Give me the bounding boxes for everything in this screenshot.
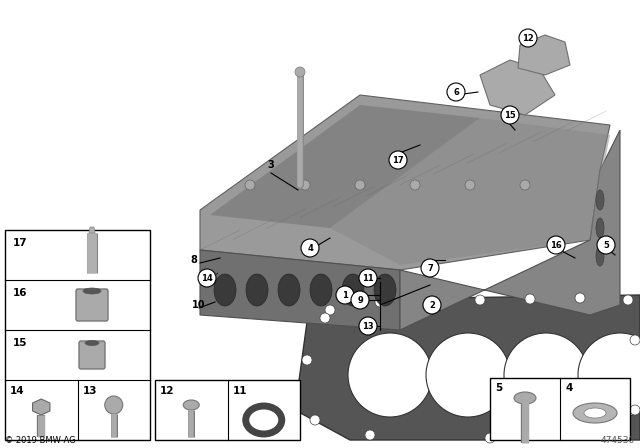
Circle shape	[475, 295, 485, 305]
Circle shape	[630, 405, 640, 415]
Circle shape	[425, 297, 435, 307]
Polygon shape	[295, 295, 640, 440]
Text: 12: 12	[160, 386, 175, 396]
Ellipse shape	[584, 408, 606, 418]
Circle shape	[300, 180, 310, 190]
Polygon shape	[89, 227, 95, 233]
Circle shape	[198, 269, 216, 287]
Ellipse shape	[596, 218, 604, 238]
Ellipse shape	[596, 190, 604, 210]
Circle shape	[351, 291, 369, 309]
Text: 4: 4	[307, 244, 313, 253]
Circle shape	[389, 151, 407, 169]
Polygon shape	[400, 130, 620, 330]
Circle shape	[295, 67, 305, 77]
Circle shape	[410, 180, 420, 190]
Circle shape	[336, 286, 354, 304]
Circle shape	[302, 355, 312, 365]
Ellipse shape	[246, 274, 268, 306]
Circle shape	[485, 433, 495, 443]
Circle shape	[320, 313, 330, 323]
Text: 2: 2	[429, 301, 435, 310]
Circle shape	[245, 180, 255, 190]
Circle shape	[520, 180, 530, 190]
Text: 3: 3	[268, 160, 275, 170]
Circle shape	[501, 106, 519, 124]
Circle shape	[423, 296, 441, 314]
Circle shape	[630, 335, 640, 345]
Text: 7: 7	[427, 263, 433, 272]
Ellipse shape	[342, 274, 364, 306]
Ellipse shape	[596, 246, 604, 266]
Polygon shape	[210, 105, 480, 228]
Circle shape	[597, 236, 615, 254]
Circle shape	[359, 317, 377, 335]
Text: 17: 17	[13, 238, 28, 248]
Circle shape	[359, 269, 377, 287]
Ellipse shape	[83, 288, 101, 294]
Text: 16: 16	[13, 288, 28, 298]
Text: 16: 16	[550, 241, 562, 250]
Ellipse shape	[278, 274, 300, 306]
Circle shape	[365, 430, 375, 440]
Polygon shape	[200, 250, 400, 330]
Text: 6: 6	[453, 87, 459, 96]
Polygon shape	[480, 60, 555, 115]
Circle shape	[426, 333, 510, 417]
Ellipse shape	[310, 274, 332, 306]
Text: 10: 10	[192, 300, 205, 310]
Ellipse shape	[183, 400, 199, 410]
Text: 14: 14	[10, 386, 24, 396]
Circle shape	[575, 293, 585, 303]
Circle shape	[623, 295, 633, 305]
Circle shape	[105, 396, 123, 414]
Text: 14: 14	[201, 273, 213, 283]
Bar	[5, 230, 150, 440]
Polygon shape	[33, 399, 50, 415]
Ellipse shape	[514, 392, 536, 404]
Text: 11: 11	[232, 386, 247, 396]
Polygon shape	[200, 95, 610, 270]
Text: 8: 8	[191, 255, 197, 265]
Text: 12: 12	[522, 34, 534, 43]
Circle shape	[421, 259, 439, 277]
Ellipse shape	[374, 274, 396, 306]
Circle shape	[355, 180, 365, 190]
Circle shape	[465, 180, 475, 190]
Text: 5: 5	[603, 241, 609, 250]
Ellipse shape	[214, 274, 236, 306]
Circle shape	[504, 333, 588, 417]
Polygon shape	[518, 35, 570, 75]
Text: © 2019 BMW AG: © 2019 BMW AG	[5, 436, 76, 445]
Text: 5: 5	[495, 383, 502, 393]
Ellipse shape	[85, 340, 99, 345]
Circle shape	[578, 333, 640, 417]
Circle shape	[301, 239, 319, 257]
Text: 4: 4	[565, 383, 572, 393]
FancyBboxPatch shape	[76, 289, 108, 321]
Circle shape	[348, 333, 432, 417]
Text: 17: 17	[392, 155, 404, 164]
Text: 9: 9	[357, 296, 363, 305]
Text: 15: 15	[13, 338, 28, 348]
Polygon shape	[330, 118, 610, 265]
Text: 13: 13	[83, 386, 97, 396]
Circle shape	[605, 430, 615, 440]
Text: 15: 15	[504, 111, 516, 120]
Text: 1: 1	[342, 290, 348, 300]
Circle shape	[325, 305, 335, 315]
Bar	[155, 380, 300, 440]
Circle shape	[375, 297, 385, 307]
Text: 474530: 474530	[601, 436, 635, 445]
Circle shape	[547, 236, 565, 254]
Circle shape	[447, 83, 465, 101]
Circle shape	[310, 415, 320, 425]
Circle shape	[519, 29, 537, 47]
FancyBboxPatch shape	[79, 341, 105, 369]
Circle shape	[525, 294, 535, 304]
Ellipse shape	[573, 403, 617, 423]
Bar	[490, 378, 630, 440]
Text: 11: 11	[362, 273, 374, 283]
Text: 13: 13	[362, 322, 374, 331]
